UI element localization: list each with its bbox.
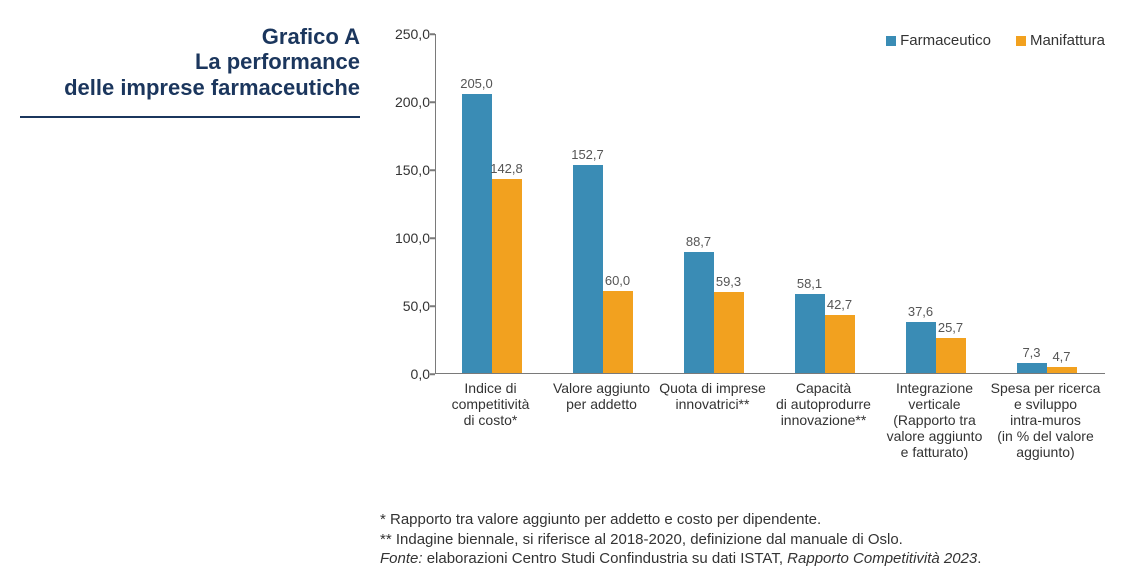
bar-series-1 [825,315,855,373]
title-line-1: Grafico A [20,24,360,49]
chart-title-block: Grafico A La performance delle imprese f… [20,24,360,100]
bar-series-0 [684,252,714,373]
bar-series-1 [603,291,633,373]
bar-series-1 [492,179,522,373]
source-text: elaborazioni Centro Studi Confindustria … [423,550,788,567]
y-tick-label: 100,0 [380,230,430,246]
source-doc: Rapporto Competitività 2023 [787,550,977,567]
x-tick-label: Capacitàdi autoprodurreinnovazione** [768,380,879,428]
bar-value-label: 58,1 [785,276,835,291]
bar-value-label: 60,0 [593,273,643,288]
footnote-source: Fonte: elaborazioni Centro Studi Confind… [380,549,1100,569]
x-tick-label: Spesa per ricercae sviluppointra-muros(i… [990,380,1101,460]
bar-value-label: 37,6 [896,304,946,319]
bar-series-1 [714,292,744,373]
bar-series-1 [1047,367,1077,373]
y-tick-label: 200,0 [380,94,430,110]
bar-series-0 [462,94,492,373]
source-suffix: . [977,550,981,567]
y-tick-label: 250,0 [380,26,430,42]
x-tick-label: Quota di impreseinnovatrici** [657,380,768,412]
footnote-2: ** Indagine biennale, si riferisce al 20… [380,530,1100,550]
source-prefix: Fonte: [380,550,423,567]
y-tick-label: 150,0 [380,162,430,178]
bar-series-1 [936,338,966,373]
bar-value-label: 152,7 [563,147,613,162]
title-line-3: delle imprese farmaceutiche [20,75,360,100]
y-tick-label: 50,0 [380,298,430,314]
bar-value-label: 142,8 [482,161,532,176]
x-tick-label: Valore aggiuntoper addetto [546,380,657,412]
footnote-1: * Rapporto tra valore aggiunto per addet… [380,510,1100,530]
bar-chart: Farmaceutico Manifattura 0,050,0100,0150… [380,24,1120,444]
x-tick-label: Integrazioneverticale(Rapporto travalore… [879,380,990,460]
title-line-2: La performance [20,49,360,74]
bar-value-label: 42,7 [815,297,865,312]
footnotes: * Rapporto tra valore aggiunto per addet… [380,510,1100,569]
bar-value-label: 4,7 [1037,349,1087,364]
bar-series-0 [1017,363,1047,373]
bar-value-label: 25,7 [926,320,976,335]
bar-series-0 [573,165,603,373]
plot-area: 205,0 142,8 152,7 60,0 88,7 59,3 58,1 42,7 37,62… [435,34,1105,374]
bar-value-label: 205,0 [452,76,502,91]
y-tick-label: 0,0 [380,366,430,382]
x-tick-label: Indice dicompetitivitàdi costo* [435,380,546,428]
bar-value-label: 88,7 [674,234,724,249]
title-underline [20,116,360,118]
bar-value-label: 59,3 [704,274,754,289]
